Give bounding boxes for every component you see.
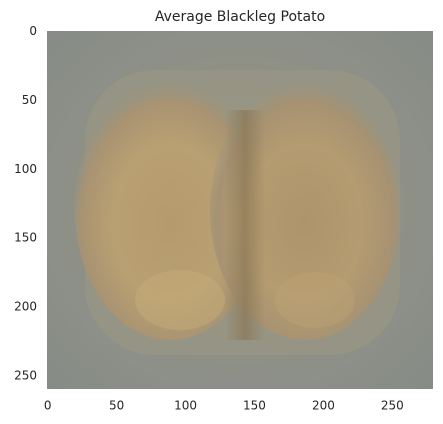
y-tick-label: 250 [14, 368, 37, 382]
x-tick-label: 0 [44, 399, 52, 413]
x-tick-label: 200 [312, 399, 335, 413]
image [47, 31, 433, 389]
x-tick-label: 100 [174, 399, 197, 413]
x-tick-label: 50 [109, 399, 124, 413]
chart-title: Average Blackleg Potato [155, 9, 325, 25]
y-tick-label: 150 [14, 231, 37, 245]
x-tick-label: 250 [381, 399, 404, 413]
y-tick-label: 50 [22, 93, 37, 107]
x-tick-label: 150 [243, 399, 266, 413]
y-tick-label: 0 [29, 24, 37, 38]
y-tick-label: 200 [14, 300, 37, 314]
y-tick-label: 100 [14, 162, 37, 176]
